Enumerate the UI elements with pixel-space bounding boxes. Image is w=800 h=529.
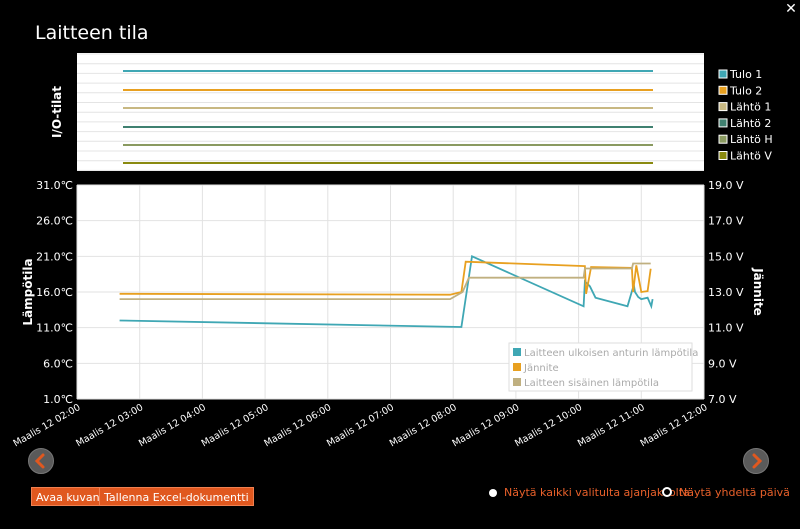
x-tick-label: Maalis 12 06:00 xyxy=(262,402,333,449)
io-legend-label: Lähtö 1 xyxy=(730,101,771,114)
x-tick-label: Maalis 12 09:00 xyxy=(450,402,521,449)
x-tick-label: Maalis 12 03:00 xyxy=(74,402,145,449)
x-tick-label: Maalis 12 08:00 xyxy=(388,402,459,449)
y-axis-label: Lämpötila xyxy=(21,258,35,325)
io-legend-label: Lähtö H xyxy=(730,133,773,146)
y2-tick-label: 11.0 V xyxy=(708,322,744,335)
radio-show-day-label: Näytä yhdeltä päivä xyxy=(679,486,790,499)
io-legend-label: Tulo 1 xyxy=(729,68,762,81)
radio-selected-icon xyxy=(662,487,672,497)
radio-show-all-label: Näytä kaikki valitulta ajanjaksolta xyxy=(504,486,690,499)
dialog-title: Laitteen tila xyxy=(35,22,149,44)
x-tick-label: Maalis 12 02:00 xyxy=(12,402,83,449)
series-line-0 xyxy=(119,254,654,328)
io-legend-swatch xyxy=(718,134,728,144)
previous-day-button[interactable] xyxy=(28,448,54,474)
chevron-left-icon xyxy=(34,453,45,469)
io-legend-label: Lähtö V xyxy=(730,150,772,163)
legend-swatch xyxy=(513,348,521,356)
y-tick-label: 26.0℃ xyxy=(36,215,73,228)
io-legend-label: Tulo 2 xyxy=(729,84,762,97)
next-day-button[interactable] xyxy=(743,448,769,474)
y-tick-label: 16.0℃ xyxy=(36,286,73,299)
x-tick-label: Maalis 12 07:00 xyxy=(325,402,396,449)
open-as-image-button[interactable]: Avaa kuvana xyxy=(31,487,112,506)
x-tick-label: Maalis 12 10:00 xyxy=(513,402,584,449)
y2-tick-label: 17.0 V xyxy=(708,215,744,228)
y2-tick-label: 9.0 V xyxy=(708,357,737,370)
close-icon[interactable]: ✕ xyxy=(785,1,797,17)
radio-show-all-period[interactable]: Näytä kaikki valitulta ajanjaksolta xyxy=(489,486,690,500)
x-tick-label: Maalis 12 12:00 xyxy=(639,402,710,449)
y-tick-label: 11.0℃ xyxy=(36,322,73,335)
x-tick-label: Maalis 12 05:00 xyxy=(200,402,271,449)
y-tick-label: 31.0℃ xyxy=(36,179,73,192)
y-tick-label: 21.0℃ xyxy=(36,250,73,263)
y-tick-label: 6.0℃ xyxy=(43,357,73,370)
y2-axis-label: Jännite xyxy=(751,267,765,316)
save-excel-button[interactable]: Tallenna Excel-dokumentti xyxy=(99,487,254,506)
io-legend-swatch xyxy=(718,102,728,112)
y-tick-label: 1.0℃ xyxy=(43,393,73,406)
y2-tick-label: 13.0 V xyxy=(708,286,744,299)
legend-swatch xyxy=(513,378,521,386)
io-legend-swatch xyxy=(718,151,728,160)
legend-swatch xyxy=(513,363,521,371)
radio-unselected-icon xyxy=(489,489,497,497)
io-axis-label: I/O-tilat xyxy=(50,86,64,138)
legend-label: Laitteen sisäinen lämpötila xyxy=(524,378,659,389)
chart-legend xyxy=(508,342,693,392)
legend-label: Laitteen ulkoisen anturin lämpötila xyxy=(524,348,698,359)
radio-show-one-day[interactable]: Näytä yhdeltä päivä xyxy=(662,486,790,500)
y2-tick-label: 7.0 V xyxy=(708,393,737,406)
chevron-right-icon xyxy=(752,453,763,469)
y2-tick-label: 15.0 V xyxy=(708,250,744,263)
io-legend-swatch xyxy=(718,118,728,128)
io-legend-swatch xyxy=(718,69,728,79)
legend-label: Jännite xyxy=(523,363,559,374)
x-tick-label: Maalis 12 04:00 xyxy=(137,402,208,449)
series-line-2 xyxy=(119,262,651,301)
x-tick-label: Maalis 12 11:00 xyxy=(576,402,647,449)
io-legend-label: Lähtö 2 xyxy=(730,117,771,130)
y2-tick-label: 19.0 V xyxy=(708,179,744,192)
io-legend-swatch xyxy=(718,85,728,95)
